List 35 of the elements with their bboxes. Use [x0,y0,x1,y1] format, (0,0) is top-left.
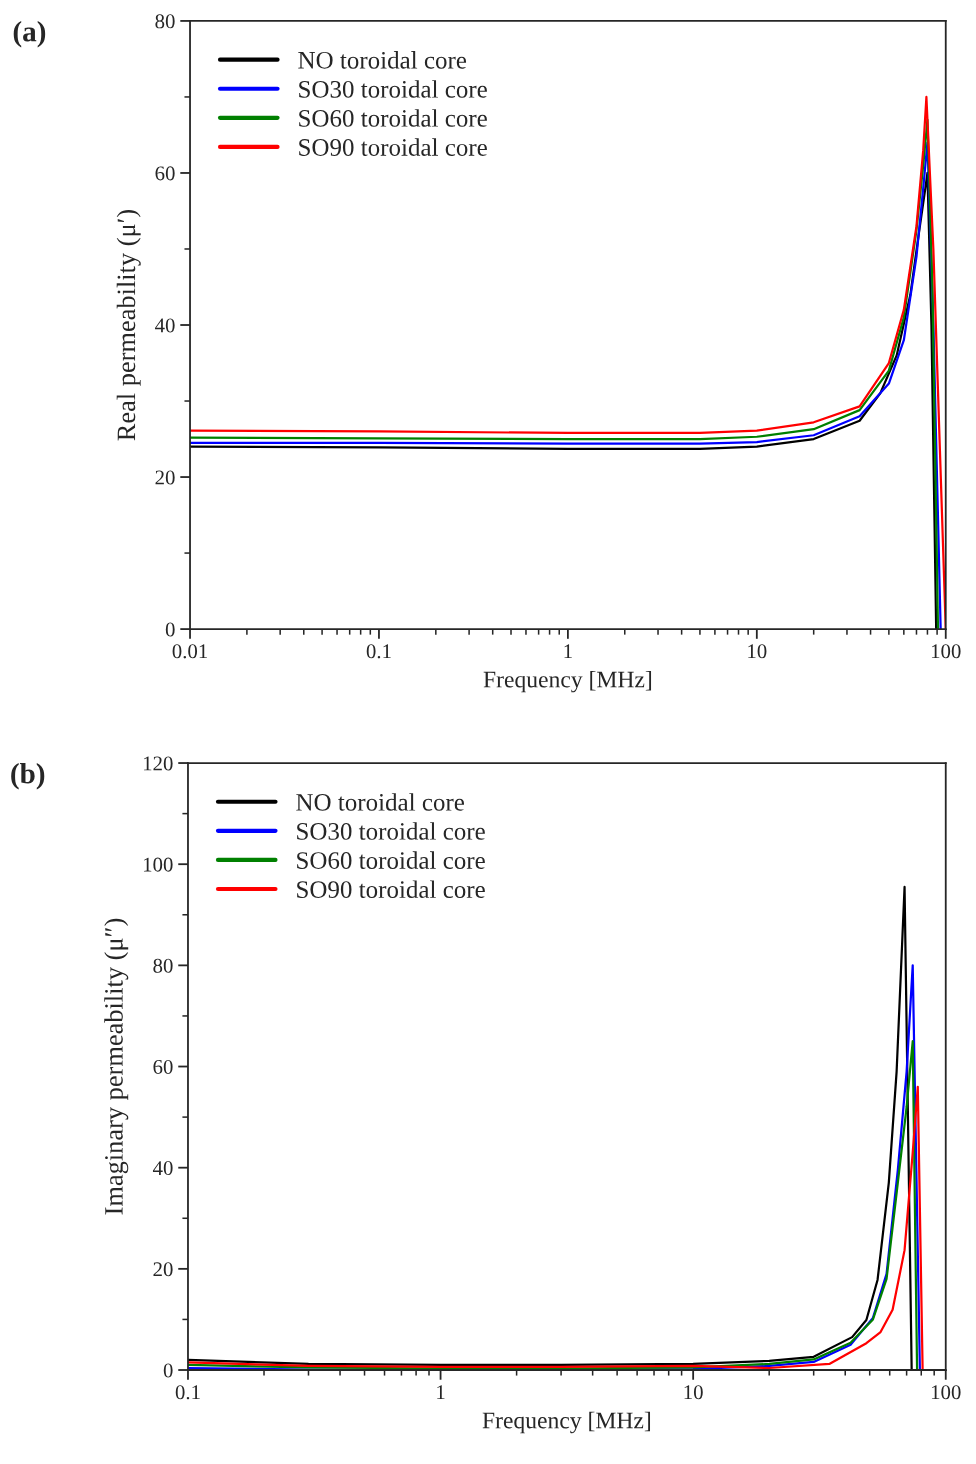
legend-label: NO toroidal core [296,793,464,811]
legend-label: SO30 toroidal core [299,80,487,98]
x-tick-label: 10 [748,644,767,659]
legend-label: SO60 toroidal core [299,109,487,127]
chart-title: (b) [11,763,45,790]
legend-label: SO30 toroidal core [297,822,485,840]
legend-label: SO90 toroidal core [299,138,487,156]
y-axis-title: Imaginary permeability (μ″) [104,918,129,1215]
y-tick-label: 0 [163,1363,173,1378]
y-tick-label: 120 [143,756,173,771]
y-tick-label: 0 [165,622,175,637]
chart-title: (a) [13,20,46,48]
y-tick-label: 40 [155,318,175,333]
y-tick-label: 20 [155,470,175,485]
y-tick-label: 80 [155,14,175,29]
legend-label: SO90 toroidal core [297,880,485,899]
y-tick-label: 60 [153,1059,173,1074]
x-axis-title: Frequency [MHz] [482,1411,651,1434]
legend-label: SO60 toroidal core [297,851,485,869]
y-axis-title: Real permeability (μ′) [116,209,141,441]
x-tick-label: 1 [437,1385,445,1400]
x-tick-label: 1 [564,644,572,659]
y-tick-label: 60 [155,166,175,181]
x-tick-label: 10 [684,1385,703,1400]
x-tick-label: 0.1 [366,644,391,659]
x-tick-label: 0.1 [175,1385,200,1400]
legend-label: NO toroidal core [298,51,467,69]
y-tick-label: 100 [143,857,173,872]
x-tick-label: 100 [931,644,961,659]
y-tick-label: 20 [153,1262,173,1277]
y-tick-label: 80 [153,958,173,973]
y-tick-label: 40 [152,1161,173,1176]
x-tick-label: 0.01 [172,644,208,659]
x-axis-title: Frequency [MHz] [483,670,652,693]
x-tick-label: 100 [931,1385,961,1400]
